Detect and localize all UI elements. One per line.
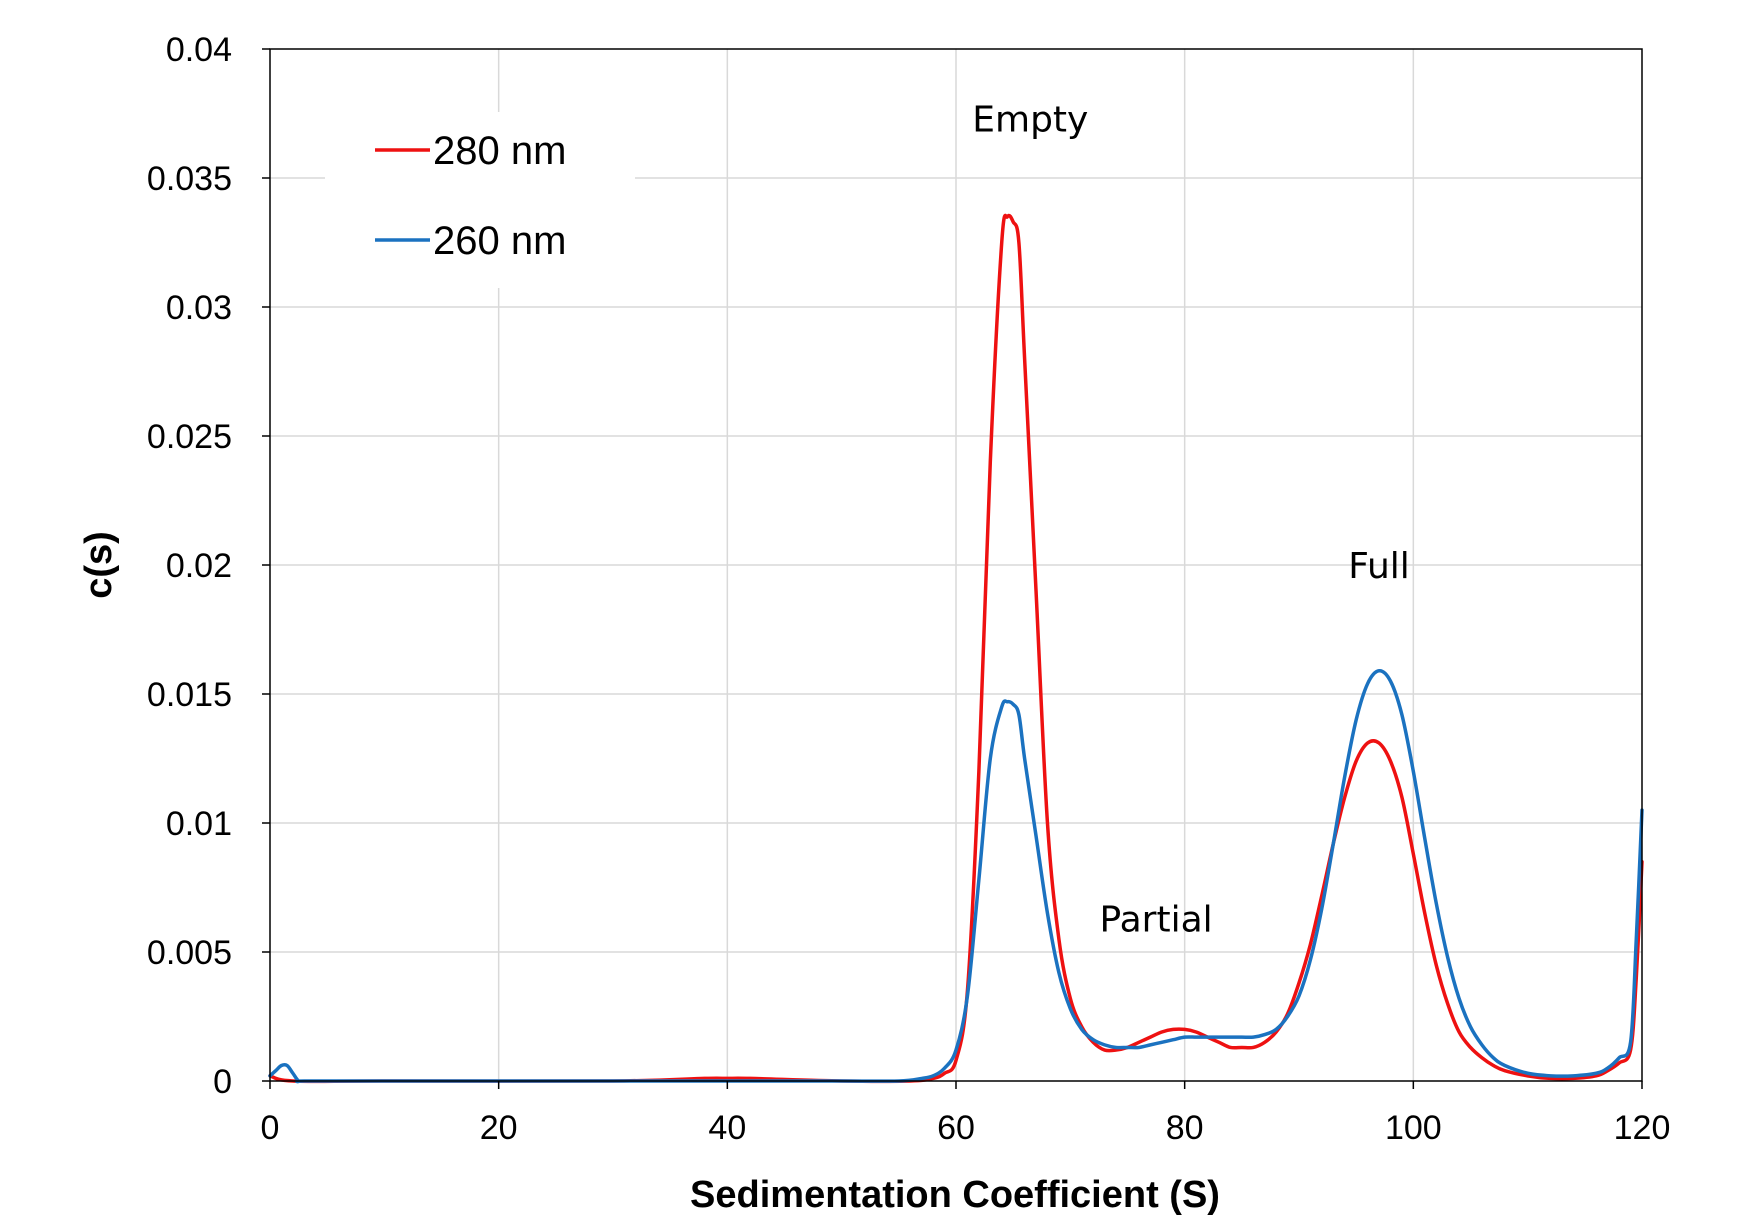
x-tick-label: 0: [261, 1109, 280, 1147]
legend-label-260nm: 260 nm: [433, 219, 566, 263]
series-line-280nm: [268, 213, 1644, 1084]
x-tick-label: 100: [1385, 1109, 1442, 1147]
y-axis-ticks: 0 0.005 0.01 0.015 0.02 0.025 0.03 0.035 0.04: [147, 31, 270, 1101]
annotation-partial: Partial: [1100, 899, 1213, 940]
annotations: Empty Partial Full: [972, 100, 1410, 941]
y-tick-label: 0.025: [147, 418, 232, 456]
x-tick-label: 60: [937, 1109, 975, 1147]
y-tick-label: 0.01: [166, 805, 232, 843]
legend-label-280nm: 280 nm: [433, 129, 566, 173]
series-lines: [268, 213, 1644, 1084]
x-tick-label: 80: [1166, 1109, 1204, 1147]
y-tick-label: 0.015: [147, 676, 232, 714]
y-tick-label: 0.03: [166, 289, 232, 327]
y-tick-label: 0.04: [166, 31, 232, 69]
y-tick-label: 0.02: [166, 547, 232, 585]
y-tick-label: 0.035: [147, 160, 232, 198]
x-axis-ticks: 0 20 40 60 80 100 120: [261, 1081, 1671, 1147]
x-tick-label: 40: [708, 1109, 746, 1147]
x-tick-label: 120: [1614, 1109, 1671, 1147]
legend: 280 nm 260 nm: [325, 112, 635, 288]
x-axis-title: Sedimentation Coefficient (S): [690, 1174, 1220, 1216]
annotation-full: Full: [1348, 546, 1410, 587]
y-tick-label: 0.005: [147, 934, 232, 972]
y-axis-title: c(s): [78, 531, 120, 599]
annotation-empty: Empty: [972, 100, 1088, 141]
x-tick-label: 20: [480, 1109, 518, 1147]
series-line-260nm: [268, 669, 1644, 1084]
y-tick-label: 0: [213, 1063, 232, 1101]
